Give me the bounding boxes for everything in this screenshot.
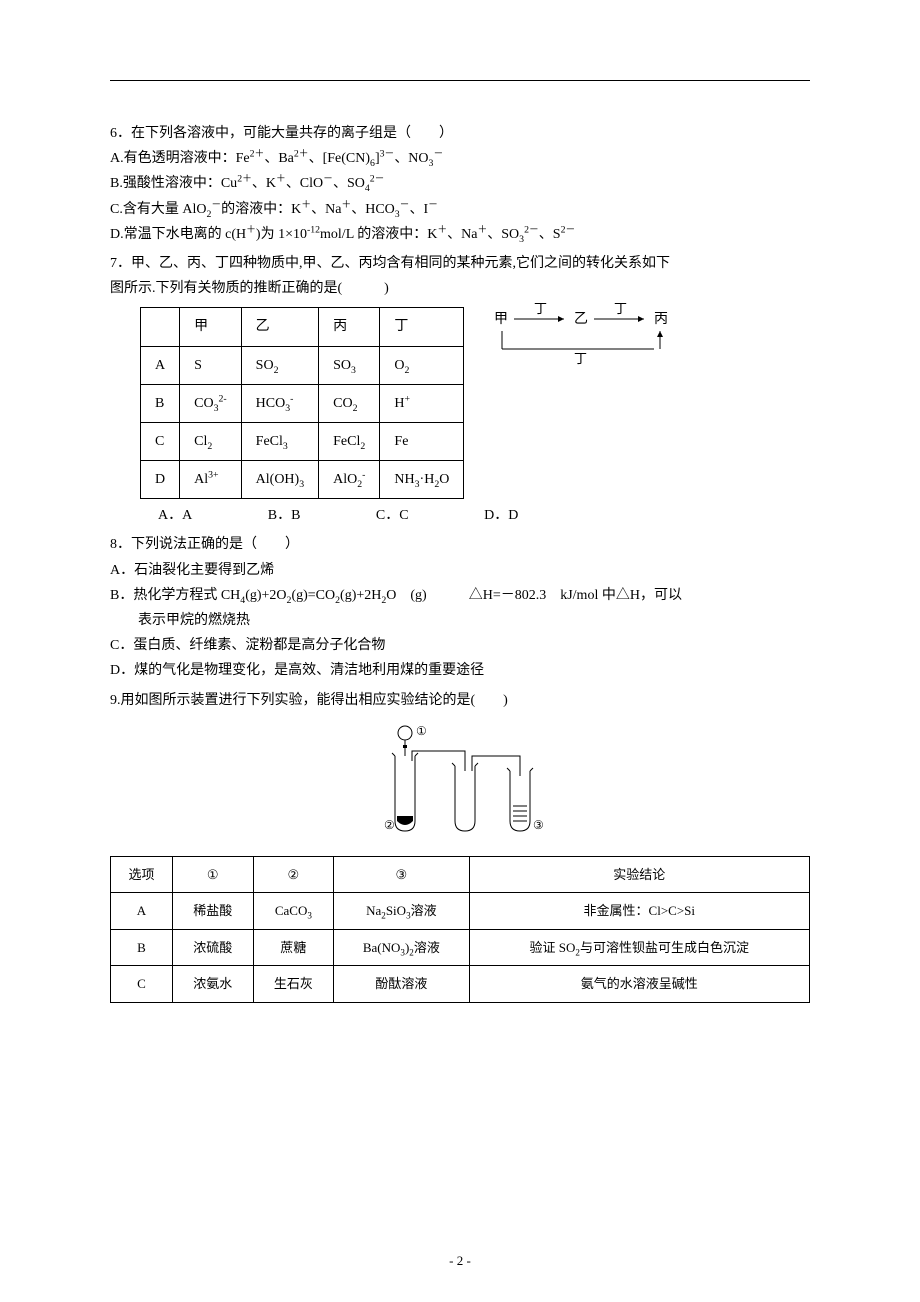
- cell: 浓氨水: [172, 966, 253, 1002]
- cell: ②: [253, 856, 334, 892]
- cell: 丙: [319, 308, 380, 346]
- label-3: ③: [533, 818, 544, 832]
- cell: NH3·H2O: [380, 461, 464, 499]
- cell: C: [141, 422, 180, 460]
- node-yi: 乙: [574, 311, 588, 327]
- node-jia: 甲: [494, 312, 508, 327]
- node-bing: 丙: [654, 312, 668, 327]
- choice-d: D．D: [484, 503, 518, 528]
- q7-diagram: 甲 丁 乙 丁 丙 丁: [484, 301, 694, 380]
- q6-option-c: C.含有大量 AlO2－的溶液中：K＋、Na＋、HCO3－、I－: [110, 197, 810, 222]
- question-6: 6．在下列各溶液中，可能大量共存的离子组是（ ） A.有色透明溶液中：Fe2＋、…: [110, 121, 810, 247]
- table-row: B 浓硫酸 蔗糖 Ba(NO3)2溶液 验证 SO2与可溶性钡盐可生成白色沉淀: [111, 929, 810, 965]
- edge-label-3: 丁: [574, 351, 587, 366]
- cell: D: [141, 461, 180, 499]
- q9-stem: 9.用如图所示装置进行下列实验，能得出相应实验结论的是( ): [110, 688, 810, 713]
- cell: ①: [172, 856, 253, 892]
- table-row: 甲 乙 丙 丁: [141, 308, 464, 346]
- q8-option-b-line1: B．热化学方程式 CH4(g)+2O2(g)=CO2(g)+2H2O (g) △…: [110, 583, 810, 608]
- cell: 生石灰: [253, 966, 334, 1002]
- label-2: ②: [384, 818, 395, 832]
- table-row: 选项 ① ② ③ 实验结论: [111, 856, 810, 892]
- cell: H+: [380, 384, 464, 422]
- q8-option-d: D．煤的气化是物理变化，是高效、清洁地利用煤的重要途径: [110, 658, 810, 683]
- page-number: - 2 -: [0, 1249, 920, 1272]
- q8-option-a: A．石油裂化主要得到乙烯: [110, 558, 810, 583]
- cell: 酚酞溶液: [334, 966, 469, 1002]
- table-row: A 稀盐酸 CaCO3 Na2SiO3溶液 非金属性：Cl>C>Si: [111, 893, 810, 929]
- cell: B: [141, 384, 180, 422]
- q6-option-b: B.强酸性溶液中：Cu2＋、K＋、ClO－、SO42－: [110, 171, 810, 196]
- q6-option-a: A.有色透明溶液中：Fe2＋、Ba2＋、[Fe(CN)6]3－、NO3－: [110, 146, 810, 171]
- cell: FeCl2: [319, 422, 380, 460]
- edge-label-1: 丁: [534, 301, 547, 316]
- question-8: 8．下列说法正确的是（ ） A．石油裂化主要得到乙烯 B．热化学方程式 CH4(…: [110, 532, 810, 683]
- cell: CaCO3: [253, 893, 334, 929]
- cell: O2: [380, 346, 464, 384]
- cell: HCO3-: [241, 384, 318, 422]
- cell: Fe: [380, 422, 464, 460]
- cell: 氨气的水溶液呈碱性: [469, 966, 809, 1002]
- choice-c: C．C: [376, 503, 409, 528]
- conversion-diagram-icon: 甲 丁 乙 丁 丙 丁: [484, 301, 694, 371]
- q6-option-d: D.常温下水电离的 c(H＋)为 1×10-12mol/L 的溶液中：K＋、Na…: [110, 222, 810, 247]
- cell: ③: [334, 856, 469, 892]
- question-7: 7．甲、乙、丙、丁四种物质中,甲、乙、丙均含有相同的某种元素,它们之间的转化关系…: [110, 251, 810, 529]
- cell: Al3+: [180, 461, 242, 499]
- table-row: B CO32- HCO3- CO2 H+: [141, 384, 464, 422]
- table-row: D Al3+ Al(OH)3 AlO2- NH3·H2O: [141, 461, 464, 499]
- q7-choices: A．A B．B C．C D．D: [158, 503, 810, 528]
- cell: CO2: [319, 384, 380, 422]
- cell: AlO2-: [319, 461, 380, 499]
- question-9: 9.用如图所示装置进行下列实验，能得出相应实验结论的是( ) ① ②: [110, 688, 810, 1003]
- page-top-rule: [110, 80, 810, 81]
- cell: A: [111, 893, 173, 929]
- table-row: A S SO2 SO3 O2: [141, 346, 464, 384]
- cell: A: [141, 346, 180, 384]
- table-row: C Cl2 FeCl3 FeCl2 Fe: [141, 422, 464, 460]
- cell: Al(OH)3: [241, 461, 318, 499]
- cell: 稀盐酸: [172, 893, 253, 929]
- cell: Cl2: [180, 422, 242, 460]
- cell: FeCl3: [241, 422, 318, 460]
- q7-stem-line2: 图所示.下列有关物质的推断正确的是( ): [110, 276, 810, 301]
- cell: SO2: [241, 346, 318, 384]
- cell: 丁: [380, 308, 464, 346]
- q8-option-c: C．蛋白质、纤维素、淀粉都是高分子化合物: [110, 633, 810, 658]
- edge-label-2: 丁: [614, 301, 627, 316]
- cell: 蔗糖: [253, 929, 334, 965]
- cell: Ba(NO3)2溶液: [334, 929, 469, 965]
- q9-table: 选项 ① ② ③ 实验结论 A 稀盐酸 CaCO3 Na2SiO3溶液 非金属性…: [110, 856, 810, 1003]
- q9-apparatus-diagram: ① ②: [110, 721, 810, 850]
- cell: 验证 SO2与可溶性钡盐可生成白色沉淀: [469, 929, 809, 965]
- q7-stem-line1: 7．甲、乙、丙、丁四种物质中,甲、乙、丙均含有相同的某种元素,它们之间的转化关系…: [110, 251, 810, 276]
- cell: SO3: [319, 346, 380, 384]
- cell: B: [111, 929, 173, 965]
- table-row: C 浓氨水 生石灰 酚酞溶液 氨气的水溶液呈碱性: [111, 966, 810, 1002]
- cell: 乙: [241, 308, 318, 346]
- cell: S: [180, 346, 242, 384]
- cell: C: [111, 966, 173, 1002]
- cell: 非金属性：Cl>C>Si: [469, 893, 809, 929]
- cell: 甲: [180, 308, 242, 346]
- q8-stem: 8．下列说法正确的是（ ）: [110, 532, 810, 557]
- cell: 实验结论: [469, 856, 809, 892]
- cell: 选项: [111, 856, 173, 892]
- label-1: ①: [416, 724, 427, 738]
- q7-table: 甲 乙 丙 丁 A S SO2 SO3 O2 B CO32- HCO3- CO2: [140, 307, 464, 499]
- choice-b: B．B: [268, 503, 301, 528]
- cell: CO32-: [180, 384, 242, 422]
- apparatus-icon: ① ②: [350, 721, 570, 841]
- cell: 浓硫酸: [172, 929, 253, 965]
- cell: [141, 308, 180, 346]
- choice-a: A．A: [158, 503, 192, 528]
- cell: Na2SiO3溶液: [334, 893, 469, 929]
- q8-option-b-line2: 表示甲烷的燃烧热: [110, 608, 810, 633]
- q6-stem: 6．在下列各溶液中，可能大量共存的离子组是（ ）: [110, 121, 810, 146]
